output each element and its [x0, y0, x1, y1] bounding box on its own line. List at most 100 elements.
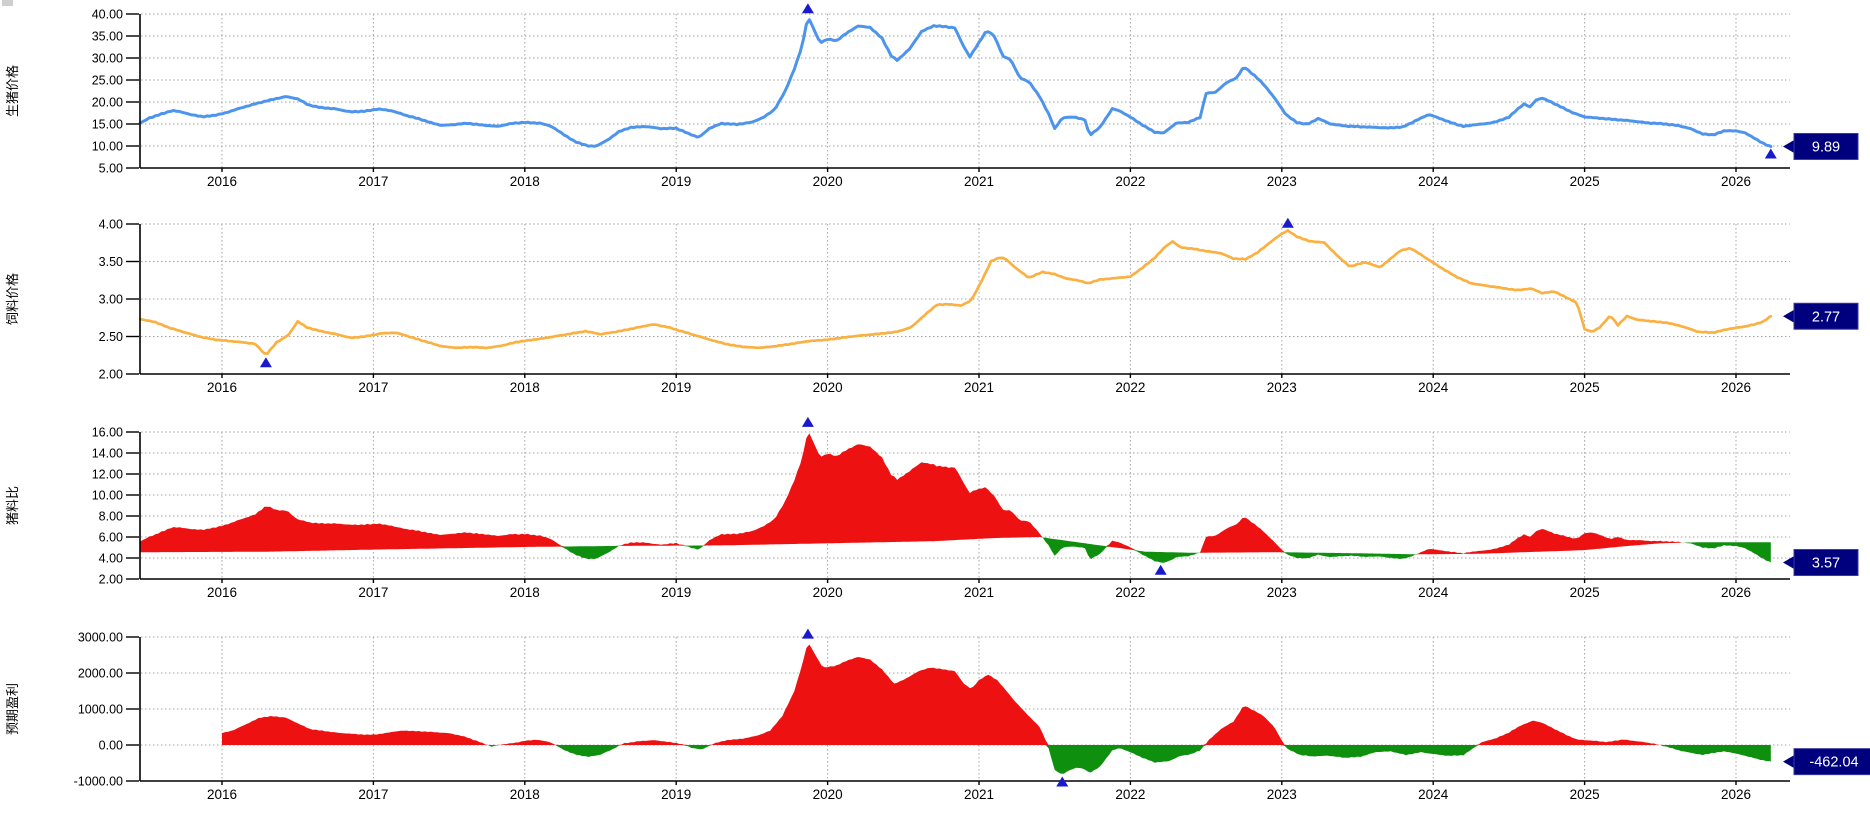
- callout-box: [1793, 302, 1859, 330]
- x-tick-label: 2021: [964, 585, 994, 600]
- x-tick-label: 2020: [813, 787, 843, 802]
- hog_feed_ratio-axis-title: 猪料比: [5, 486, 20, 525]
- hog_feed_ratio-negative-area[interactable]: [140, 537, 1771, 563]
- hog_price-chart: 40.00 35.00 30.00 25.00 20.00 15.00 10.00 5.00 2…: [5, 3, 1859, 189]
- y-tick-label: 20.00: [92, 96, 123, 110]
- x-tick-label: 2018: [510, 787, 540, 802]
- y-tick-label: 2.50: [99, 330, 123, 344]
- y-tick-label: 10.00: [92, 489, 123, 503]
- x-tick-label: 2016: [207, 174, 237, 189]
- min-marker-icon: [1764, 148, 1777, 159]
- expected_profit-value-callout: -462.04: [1783, 748, 1870, 776]
- last-value-label: 2.77: [1812, 309, 1840, 325]
- x-tick-label: 2021: [964, 787, 994, 802]
- x-tick-label: 2019: [661, 380, 691, 395]
- x-tick-label: 2017: [358, 787, 388, 802]
- x-tick-label: 2025: [1570, 787, 1600, 802]
- x-tick-label: 2026: [1721, 585, 1751, 600]
- last-value-label: 3.57: [1812, 556, 1840, 572]
- max-marker-icon: [1281, 217, 1294, 228]
- x-tick-label: 2019: [661, 585, 691, 600]
- x-tick-label: 2026: [1721, 174, 1751, 189]
- x-tick-label: 2020: [813, 585, 843, 600]
- feed_price-axis-title: 饲料价格: [5, 273, 20, 325]
- y-tick-label: 16.00: [92, 426, 123, 440]
- x-tick-label: 2021: [964, 174, 994, 189]
- y-tick-label: 3000.00: [78, 631, 123, 645]
- callout-box: [1793, 549, 1859, 577]
- y-tick-label: 3.00: [99, 293, 123, 307]
- x-tick-label: 2017: [358, 585, 388, 600]
- x-tick-label: 2020: [813, 174, 843, 189]
- expected_profit-chart: 3000.00 2000.00 1000.00 0.00 -1000.00 2016 201…: [5, 628, 1870, 802]
- y-tick-label: 2000.00: [78, 667, 123, 681]
- x-tick-label: 2021: [964, 380, 994, 395]
- callout-arrow-icon: [1783, 309, 1795, 324]
- x-tick-label: 2017: [358, 380, 388, 395]
- y-tick-label: 0.00: [99, 739, 123, 753]
- y-tick-label: 12.00: [92, 468, 123, 482]
- x-tick-label: 2024: [1418, 787, 1449, 802]
- max-marker-icon: [801, 416, 814, 427]
- x-tick-label: 2023: [1267, 585, 1297, 600]
- min-marker-icon: [259, 357, 272, 368]
- y-tick-label: 25.00: [92, 74, 123, 88]
- x-tick-label: 2023: [1267, 174, 1297, 189]
- x-tick-label: 2019: [661, 787, 691, 802]
- y-tick-label: 30.00: [92, 52, 123, 66]
- last-value-label: -462.04: [1809, 755, 1858, 771]
- min-marker-icon: [1056, 776, 1069, 787]
- callout-box: [1793, 748, 1870, 776]
- y-tick-label: 10.00: [92, 140, 123, 154]
- x-tick-label: 2017: [358, 174, 388, 189]
- x-tick-label: 2020: [813, 380, 843, 395]
- x-tick-label: 2024: [1418, 380, 1449, 395]
- hog_feed_ratio-chart: 16.00 14.00 12.00 10.00 8.00 6.00 4.00 2.00 2016…: [5, 416, 1859, 600]
- x-tick-label: 2022: [1115, 380, 1145, 395]
- x-tick-label: 2025: [1570, 380, 1600, 395]
- feed_price-value-callout: 2.77: [1783, 302, 1859, 330]
- expected_profit-negative-area[interactable]: [222, 745, 1771, 774]
- last-value-label: 9.89: [1812, 139, 1840, 155]
- y-tick-label: 6.00: [99, 531, 123, 545]
- feed_price-line[interactable]: [138, 229, 1773, 356]
- y-tick-label: 15.00: [92, 118, 123, 132]
- x-tick-label: 2025: [1570, 585, 1600, 600]
- y-tick-label: 3.50: [99, 255, 123, 269]
- x-tick-label: 2019: [661, 174, 691, 189]
- y-tick-label: 2.00: [99, 573, 123, 587]
- corner-artifact: [2, 0, 13, 6]
- y-tick-label: 5.00: [99, 162, 123, 176]
- feed_price-chart: 4.00 3.50 3.00 2.50 2.00 2016 2017 2018 2019 2020…: [5, 217, 1859, 395]
- x-tick-label: 2022: [1115, 585, 1145, 600]
- x-tick-label: 2026: [1721, 787, 1751, 802]
- hog_feed_ratio-positive-area[interactable]: [140, 433, 1771, 555]
- expected_profit-positive-area[interactable]: [222, 644, 1771, 746]
- y-tick-label: 4.00: [99, 218, 123, 232]
- x-tick-label: 2026: [1721, 380, 1751, 395]
- x-tick-label: 2018: [510, 585, 540, 600]
- x-tick-label: 2018: [510, 174, 540, 189]
- x-tick-label: 2016: [207, 380, 237, 395]
- min-marker-icon: [1154, 564, 1167, 575]
- y-tick-label: 8.00: [99, 510, 123, 524]
- y-tick-label: 40.00: [92, 8, 123, 22]
- expected_profit-axis-title: 预期盈利: [5, 683, 20, 735]
- x-tick-label: 2024: [1418, 174, 1449, 189]
- hog_price-line[interactable]: [138, 18, 1773, 148]
- x-tick-label: 2016: [207, 787, 237, 802]
- max-marker-icon: [801, 3, 814, 14]
- hog_price-value-callout: 9.89: [1783, 132, 1859, 160]
- y-tick-label: 2.00: [99, 368, 123, 382]
- y-tick-label: 1000.00: [78, 703, 123, 717]
- callout-box: [1793, 132, 1859, 160]
- x-tick-label: 2023: [1267, 787, 1297, 802]
- x-tick-label: 2018: [510, 380, 540, 395]
- callout-arrow-icon: [1783, 555, 1795, 570]
- max-marker-icon: [801, 628, 814, 639]
- x-tick-label: 2025: [1570, 174, 1600, 189]
- x-tick-label: 2016: [207, 585, 237, 600]
- x-tick-label: 2024: [1418, 585, 1449, 600]
- x-tick-label: 2022: [1115, 174, 1145, 189]
